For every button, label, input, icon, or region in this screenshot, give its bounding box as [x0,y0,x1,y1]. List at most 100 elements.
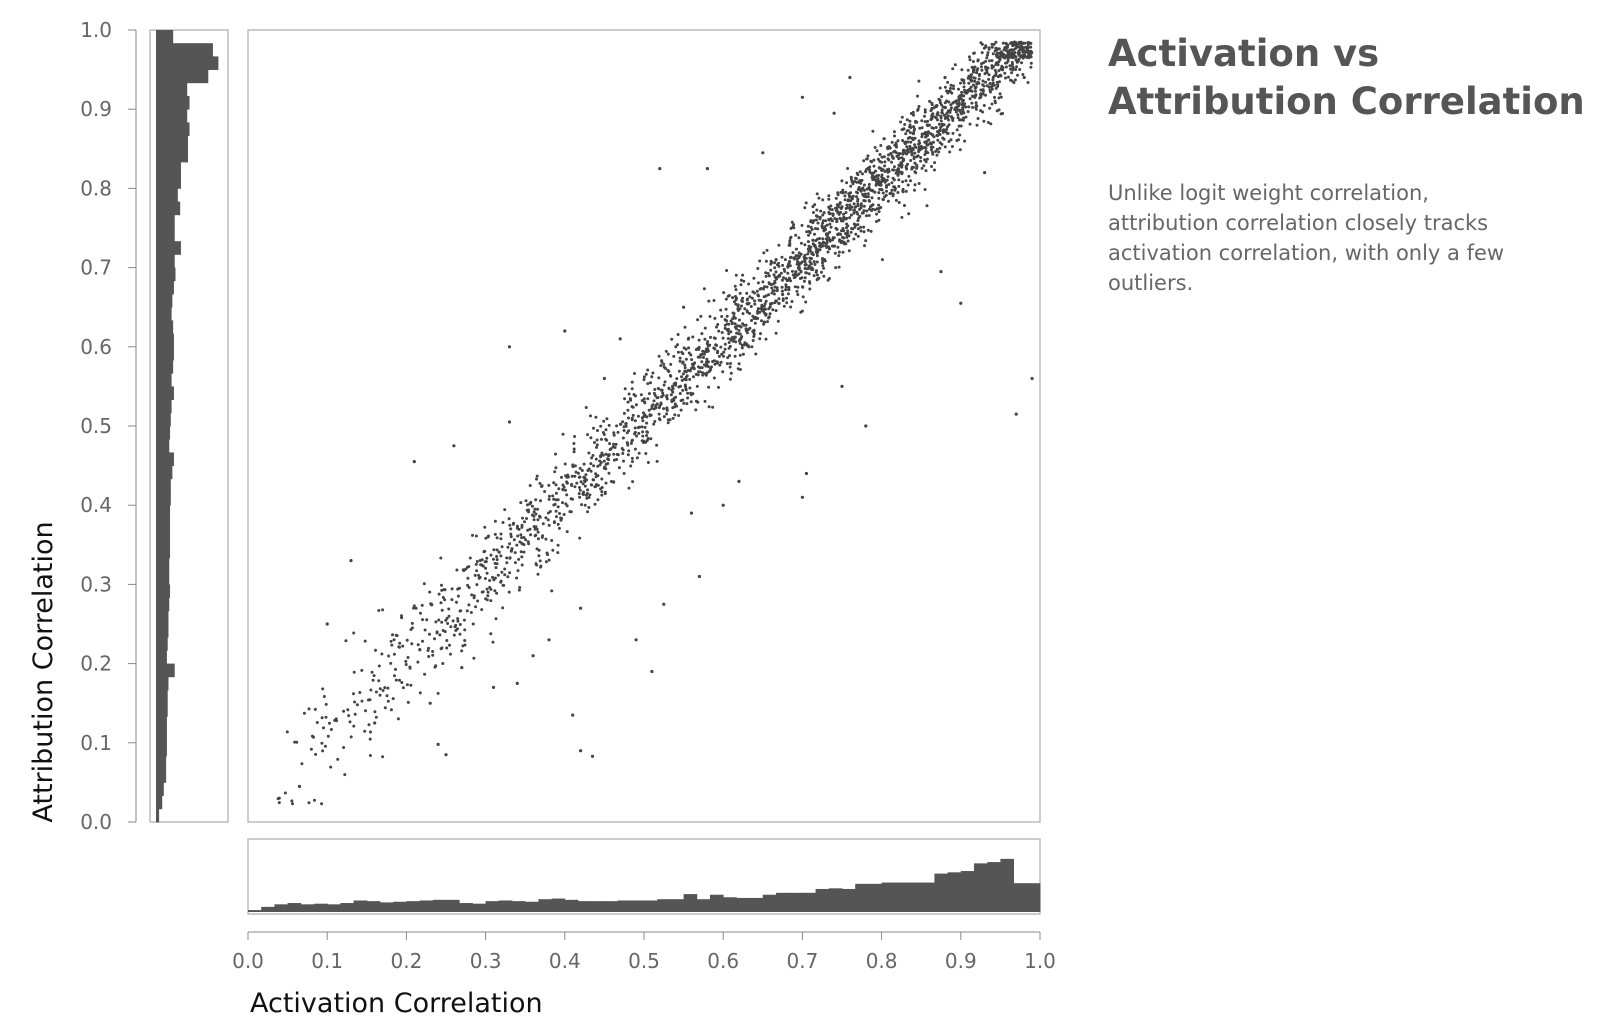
scatter-point [596,483,600,487]
scatter-point [882,155,886,159]
scatter-point [406,700,410,704]
x-tick-label: 0.0 [232,949,264,973]
scatter-point [503,567,507,571]
scatter-point [309,747,313,751]
scatter-point [612,431,616,435]
scatter-point [975,71,979,75]
scatter-point [990,87,994,91]
scatter-point [698,366,702,370]
scatter-point [734,288,738,292]
scatter-point [580,503,583,507]
scatter-point [934,126,938,129]
scatter-point [551,548,555,552]
scatter-point [972,70,976,74]
scatter-point [811,268,815,271]
scatter-point [845,235,849,239]
scatter-point [808,287,812,291]
scatter-point [903,204,906,207]
scatter-point [367,723,371,727]
scatter-point [532,518,536,522]
scatter-point [813,262,817,266]
scatter-point [936,113,940,117]
scatter-point [870,160,874,164]
scatter-point [1002,48,1006,52]
y-histogram-bar [156,637,168,651]
scatter-point [738,338,742,341]
scatter-point [352,692,355,696]
scatter-point [741,296,745,300]
scatter-point [482,550,486,554]
scatter-point [717,354,721,358]
scatter-point [820,224,824,228]
scatter-point [745,291,749,295]
scatter-point [463,643,467,647]
scatter-point [780,285,784,289]
scatter-point [887,158,891,162]
x-histogram-bar [802,892,816,912]
x-histogram-bar [604,901,618,912]
scatter-point [940,123,944,127]
scatter-point [353,700,357,704]
scatter-point [401,686,405,690]
scatter-point [799,310,803,314]
scatter-point [936,134,940,138]
x-axis-title: Activation Correlation [250,988,543,1019]
scatter-point [767,282,771,286]
scatter-point [1002,53,1006,56]
scatter-point [719,360,723,364]
scatter-point [314,752,318,756]
scatter-point [724,297,728,301]
scatter-point [985,68,989,72]
scatter-point [689,353,693,357]
scatter-point [819,245,823,249]
scatter-point [688,377,692,381]
scatter-point [993,49,997,53]
scatter-point [905,129,909,133]
scatter-point [687,346,691,350]
chart-description: Unlike logit weight correlation, attribu… [1108,181,1505,295]
scatter-point [854,232,858,236]
scatter-point [578,486,581,489]
scatter-point [785,296,788,300]
scatter-point [991,52,995,56]
scatter-point [883,164,887,168]
scatter-point [867,182,871,186]
scatter-point [684,357,688,361]
scatter-point [976,67,980,71]
scatter-point [728,354,732,358]
scatter-point-outlier [579,606,583,610]
scatter-point [658,418,662,422]
scatter-point-outlier [840,384,844,388]
scatter-point [553,470,557,474]
scatter-point [740,304,743,308]
scatter-point [633,372,636,375]
scatter-point [416,643,420,647]
x-tick-label: 0.6 [707,949,739,973]
scatter-point [809,262,813,266]
scatter-point [657,406,661,410]
scatter-point [835,227,839,231]
scatter-point [383,686,387,690]
scatter-point [613,446,617,449]
scatter-point [764,259,768,263]
scatter-point [956,113,960,117]
scatter-point [853,205,857,209]
x-tick-label: 0.3 [470,949,502,973]
scatter-point [825,241,829,245]
scatter-point [667,387,671,391]
scatter-point [516,569,520,573]
scatter-point [716,361,720,365]
scatter-point [352,631,356,635]
y-histogram-bar [156,307,172,321]
scatter-point [787,276,791,280]
scatter-point [987,73,991,77]
scatter-point [626,453,630,457]
scatter-point [1015,65,1019,69]
scatter-point-outlier [634,638,638,642]
scatter-point [815,192,819,196]
scatter-point [1007,49,1011,53]
scatter-point [426,649,430,652]
scatter-point [1029,61,1033,65]
scatter-point [739,278,743,282]
scatter-point [968,97,972,101]
